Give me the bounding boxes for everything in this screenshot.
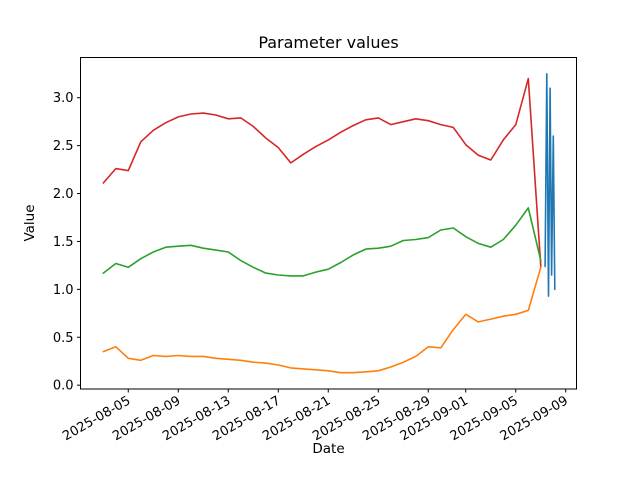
y-tick-label: 2.0 (53, 187, 74, 202)
y-tick-label: 1.0 (53, 283, 74, 298)
line-blue-parameter-spike (544, 73, 556, 297)
y-tick-label: 0.5 (53, 331, 74, 346)
axis-ticks: 0.00.51.01.52.02.53.02025-08-052025-08-0… (53, 91, 571, 444)
line-orange-parameter (102, 266, 542, 374)
line-green-parameter (102, 207, 542, 277)
data-series (102, 73, 556, 374)
y-tick-label: 1.5 (53, 235, 74, 250)
y-tick-label: 3.0 (53, 91, 74, 106)
y-tick-label: 0.0 (53, 379, 74, 394)
line-red-parameter (102, 77, 542, 268)
x-axis-label: Date (312, 441, 345, 457)
plot-spines (80, 57, 577, 390)
axes-box (80, 57, 577, 390)
chart-title: Parameter values (258, 33, 399, 52)
y-tick-label: 2.5 (53, 139, 74, 154)
